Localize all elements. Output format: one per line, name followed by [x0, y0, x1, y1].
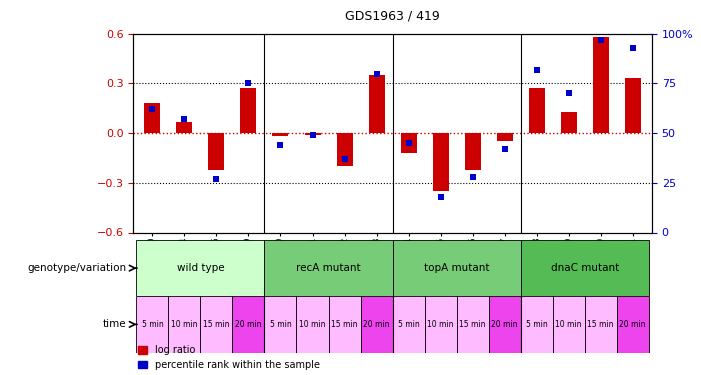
Text: dnaC mutant: dnaC mutant: [550, 263, 619, 273]
Bar: [329, 296, 360, 352]
Bar: [177, 122, 193, 133]
Point: [371, 70, 382, 76]
Bar: [393, 296, 425, 352]
Point: [403, 140, 414, 146]
Bar: [304, 133, 320, 135]
Bar: [264, 296, 297, 352]
Point: [563, 90, 574, 96]
Bar: [208, 133, 224, 170]
Bar: [496, 133, 512, 141]
Text: 15 min: 15 min: [203, 320, 230, 329]
Point: [275, 142, 286, 148]
Bar: [433, 133, 449, 191]
Point: [179, 116, 190, 122]
Bar: [240, 88, 257, 133]
Bar: [360, 296, 393, 352]
Text: 5 min: 5 min: [526, 320, 547, 329]
Text: 20 min: 20 min: [491, 320, 518, 329]
Bar: [297, 296, 329, 352]
Bar: [137, 240, 264, 296]
Bar: [552, 296, 585, 352]
Bar: [521, 240, 648, 296]
Bar: [168, 296, 200, 352]
Bar: [465, 133, 481, 170]
Bar: [273, 133, 289, 136]
Point: [307, 132, 318, 138]
Bar: [200, 296, 233, 352]
Text: 5 min: 5 min: [397, 320, 419, 329]
Bar: [521, 296, 552, 352]
Bar: [264, 240, 393, 296]
Text: 20 min: 20 min: [236, 320, 261, 329]
Legend: log ratio, percentile rank within the sample: log ratio, percentile rank within the sa…: [138, 345, 320, 370]
Bar: [144, 104, 161, 133]
Text: 10 min: 10 min: [171, 320, 198, 329]
Bar: [336, 133, 353, 166]
Point: [243, 81, 254, 87]
Text: 5 min: 5 min: [270, 320, 292, 329]
Text: 20 min: 20 min: [620, 320, 646, 329]
Text: wild type: wild type: [177, 263, 224, 273]
Text: GDS1963 / 419: GDS1963 / 419: [345, 9, 440, 22]
Point: [595, 37, 606, 43]
Bar: [369, 75, 385, 133]
Text: genotype/variation: genotype/variation: [27, 263, 126, 273]
Bar: [489, 296, 521, 352]
Bar: [137, 296, 168, 352]
Text: 10 min: 10 min: [299, 320, 326, 329]
Bar: [585, 296, 617, 352]
Text: topA mutant: topA mutant: [424, 263, 489, 273]
Point: [467, 174, 478, 180]
Point: [499, 146, 510, 152]
Text: 10 min: 10 min: [428, 320, 454, 329]
Point: [339, 156, 350, 162]
Point: [531, 66, 543, 72]
Bar: [425, 296, 456, 352]
Bar: [617, 296, 648, 352]
Point: [211, 176, 222, 182]
Bar: [561, 112, 577, 133]
Bar: [456, 296, 489, 352]
Text: time: time: [102, 320, 126, 329]
Point: [147, 106, 158, 112]
Text: recA mutant: recA mutant: [297, 263, 361, 273]
Bar: [400, 133, 416, 153]
Bar: [529, 88, 545, 133]
Bar: [233, 296, 264, 352]
Text: 15 min: 15 min: [587, 320, 614, 329]
Text: 10 min: 10 min: [555, 320, 582, 329]
Text: 20 min: 20 min: [363, 320, 390, 329]
Point: [627, 45, 639, 51]
Text: 15 min: 15 min: [459, 320, 486, 329]
Text: 15 min: 15 min: [332, 320, 358, 329]
Bar: [625, 78, 641, 133]
Point: [435, 194, 447, 200]
Bar: [592, 37, 608, 133]
Text: 5 min: 5 min: [142, 320, 163, 329]
Bar: [393, 240, 521, 296]
